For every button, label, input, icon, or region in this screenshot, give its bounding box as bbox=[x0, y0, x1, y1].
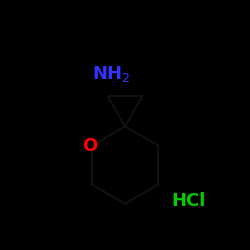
Text: O: O bbox=[82, 137, 97, 155]
Text: HCl: HCl bbox=[171, 192, 206, 210]
Text: NH$_2$: NH$_2$ bbox=[92, 64, 131, 84]
